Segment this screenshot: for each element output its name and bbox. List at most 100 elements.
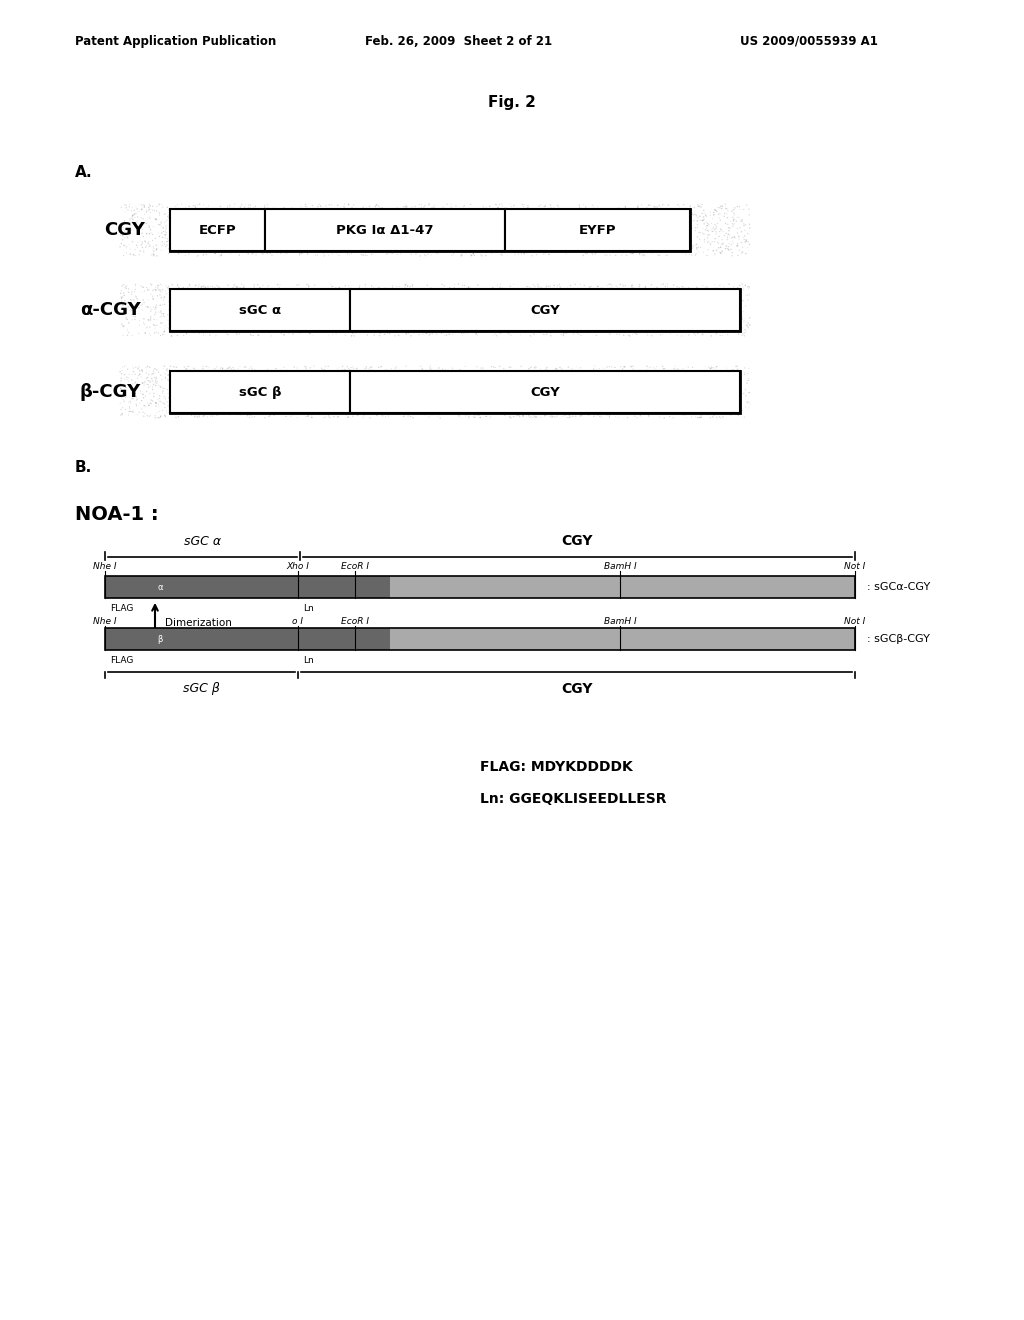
- Point: [570, 227, 587, 248]
- Point: [590, 321, 606, 342]
- Point: [551, 371, 567, 392]
- Point: [207, 243, 223, 264]
- Point: [725, 400, 741, 421]
- Point: [671, 284, 687, 305]
- Point: [351, 224, 368, 246]
- Point: [381, 384, 397, 405]
- Point: [304, 368, 321, 389]
- Point: [247, 288, 263, 309]
- Point: [423, 308, 439, 329]
- Point: [280, 230, 296, 251]
- Point: [183, 294, 200, 315]
- Point: [213, 206, 229, 227]
- Point: [364, 239, 380, 260]
- Point: [722, 310, 738, 331]
- Point: [629, 363, 645, 384]
- Point: [151, 401, 167, 422]
- Point: [121, 197, 137, 218]
- Point: [705, 392, 721, 413]
- Point: [339, 384, 355, 405]
- Point: [200, 363, 216, 384]
- Point: [255, 290, 271, 312]
- Point: [129, 367, 145, 388]
- Point: [210, 202, 226, 223]
- Point: [369, 194, 385, 215]
- Point: [527, 227, 544, 248]
- Point: [532, 284, 549, 305]
- Point: [676, 202, 692, 223]
- Point: [173, 235, 189, 256]
- Point: [583, 318, 599, 339]
- Point: [165, 201, 181, 222]
- Point: [406, 380, 422, 401]
- Point: [177, 358, 194, 379]
- Point: [158, 218, 174, 239]
- Point: [136, 314, 153, 335]
- Point: [290, 387, 306, 408]
- Point: [459, 226, 475, 247]
- Point: [165, 396, 181, 417]
- Point: [526, 405, 543, 426]
- Point: [457, 275, 473, 296]
- Point: [143, 393, 160, 414]
- Point: [340, 379, 356, 400]
- Point: [353, 389, 370, 411]
- Point: [352, 220, 369, 242]
- Point: [590, 370, 606, 391]
- Point: [208, 363, 224, 384]
- Point: [720, 302, 736, 323]
- Point: [347, 293, 364, 314]
- Point: [213, 387, 229, 408]
- Point: [377, 198, 393, 219]
- Point: [385, 379, 401, 400]
- Point: [464, 246, 480, 267]
- Point: [589, 393, 605, 414]
- Point: [355, 239, 372, 260]
- Point: [345, 219, 361, 240]
- Point: [418, 223, 434, 244]
- Point: [560, 356, 577, 378]
- Point: [637, 214, 653, 235]
- Point: [425, 215, 441, 236]
- Point: [299, 379, 315, 400]
- Point: [154, 235, 170, 256]
- Point: [237, 370, 253, 391]
- Point: [395, 360, 412, 381]
- Point: [497, 378, 513, 399]
- Point: [731, 226, 748, 247]
- Point: [720, 223, 736, 244]
- Point: [170, 223, 186, 244]
- Point: [512, 300, 528, 321]
- Point: [288, 371, 304, 392]
- Point: [659, 310, 676, 331]
- Point: [214, 358, 230, 379]
- Point: [616, 309, 633, 330]
- Point: [160, 387, 176, 408]
- Point: [646, 230, 663, 251]
- Point: [639, 227, 655, 248]
- Point: [546, 275, 562, 296]
- Point: [330, 215, 346, 236]
- Point: [315, 234, 332, 255]
- Point: [653, 199, 670, 220]
- Point: [660, 201, 677, 222]
- Point: [520, 358, 537, 379]
- Point: [691, 195, 708, 216]
- Point: [726, 209, 742, 230]
- Point: [306, 304, 323, 325]
- Point: [709, 360, 725, 381]
- Point: [138, 201, 155, 222]
- Point: [733, 392, 750, 413]
- Point: [451, 306, 467, 327]
- Point: [441, 277, 458, 298]
- Point: [124, 325, 140, 346]
- Point: [176, 209, 193, 230]
- Text: α-CGY: α-CGY: [80, 301, 140, 319]
- Point: [154, 240, 170, 261]
- Point: [616, 363, 633, 384]
- Point: [339, 292, 355, 313]
- Point: [732, 292, 749, 313]
- Point: [167, 230, 183, 251]
- Point: [125, 289, 141, 310]
- Point: [222, 197, 239, 218]
